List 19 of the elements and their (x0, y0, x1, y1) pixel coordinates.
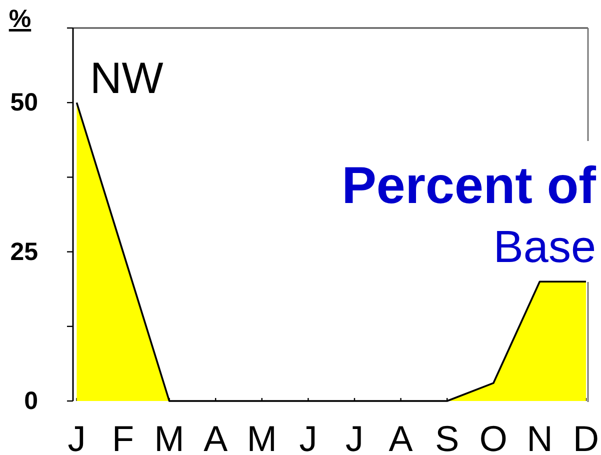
x-tick-label: M (154, 418, 184, 455)
x-tick-label: O (479, 418, 508, 455)
y-tick-label: 0 (24, 387, 38, 415)
x-tick-label: M (246, 418, 277, 455)
x-tick-label: A (204, 418, 228, 455)
y-tick-label: 25 (10, 238, 38, 266)
text: Percent of (342, 157, 597, 215)
x-tick-label: N (526, 418, 553, 455)
y-axis-title: % (8, 5, 32, 33)
x-tick-label: D (573, 418, 599, 455)
y-tick-label: 50 (10, 88, 38, 117)
x-tick-label: F (112, 418, 134, 455)
annotation: NW (90, 54, 164, 103)
x-tick-label: J (299, 418, 318, 455)
x-tick-label: J (346, 418, 364, 455)
text: Base (493, 221, 596, 272)
x-tick-label: J (68, 418, 86, 455)
x-tick-label: A (388, 418, 413, 455)
x-tick-label: S (435, 418, 460, 455)
